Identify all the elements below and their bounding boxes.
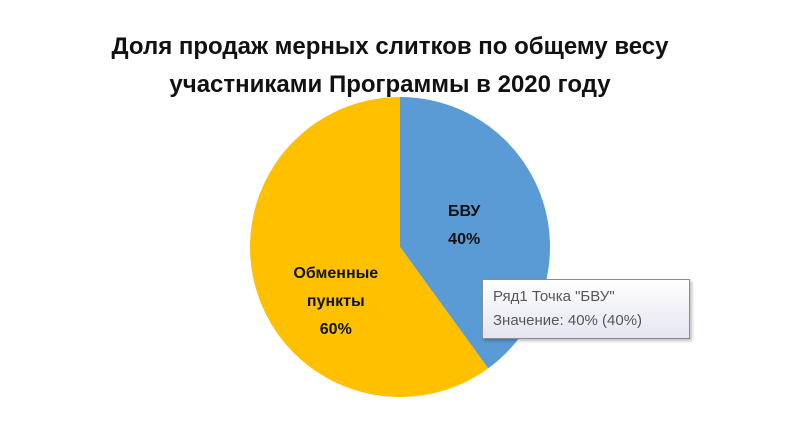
tooltip-value: Значение: 40% (40%) bbox=[493, 312, 643, 329]
data-label: Обменные пункты 60% bbox=[281, 260, 391, 344]
tooltip-point: Ряд1 Точка "БВУ" bbox=[493, 288, 615, 305]
pie-slice[interactable] bbox=[249, 97, 489, 397]
tooltip: Ряд1 Точка "БВУ" Значение: 40% (40%) bbox=[482, 279, 690, 339]
data-label: БВУ 40% bbox=[409, 198, 519, 254]
chart-title: Доля продаж мерных слитков по общему вес… bbox=[111, 33, 669, 98]
category-label: БВУ bbox=[447, 203, 481, 221]
category-label: Обменные пункты bbox=[293, 264, 379, 310]
value-label: 40% bbox=[448, 231, 481, 249]
value-label: 60% bbox=[319, 320, 352, 338]
